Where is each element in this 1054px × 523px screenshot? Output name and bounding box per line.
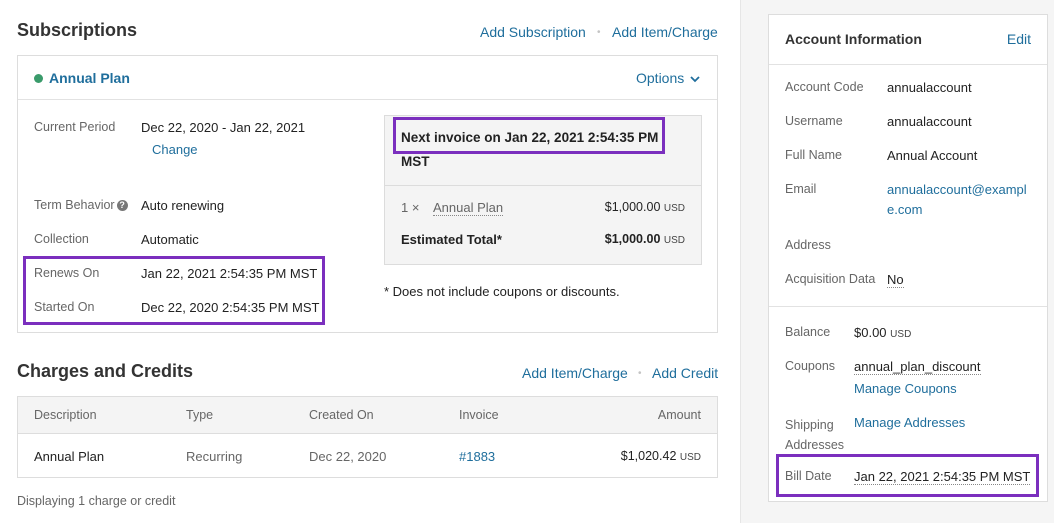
col-type: Type [186, 408, 214, 422]
add-item-charge-link[interactable]: Add Item/Charge [612, 24, 718, 40]
row-description: Annual Plan [34, 449, 105, 464]
bill-date-label: Bill Date [785, 469, 832, 483]
invoice-item-amount: $1,000.00 USD [605, 200, 685, 214]
invoice-item-name: Annual Plan [433, 200, 504, 216]
highlight-next-invoice [393, 117, 665, 154]
card-divider [769, 64, 1047, 65]
chevron-down-icon [690, 76, 700, 83]
separator-dot: • [597, 27, 601, 38]
row-amount: $1,020.42 USD [621, 449, 701, 463]
balance-label: Balance [785, 325, 831, 339]
current-period-value: Dec 22, 2020 - Jan 22, 2021 [141, 120, 306, 135]
charges-footer: Displaying 1 charge or credit [17, 494, 176, 508]
add-subscription-link[interactable]: Add Subscription [480, 24, 586, 40]
account-info-title: Account Information [785, 31, 922, 47]
estimated-total-label: Estimated Total* [401, 232, 502, 247]
help-icon[interactable]: ? [116, 200, 128, 211]
charges-add-item-link[interactable]: Add Item/Charge [522, 365, 628, 381]
coupon-code[interactable]: annual_plan_discount [854, 359, 981, 375]
account-code-label: Account Code [785, 80, 864, 94]
coupons-label: Coupons [785, 359, 836, 373]
options-dropdown[interactable]: Options [636, 70, 700, 86]
table-row: Annual Plan Recurring Dec 22, 2020 #1883… [18, 434, 717, 477]
username-value: annualaccount [887, 114, 972, 129]
started-on-value: Dec 22, 2020 2:54:35 PM MST [141, 300, 320, 315]
full-name-value: Annual Account [887, 148, 978, 163]
acquisition-value[interactable]: No [887, 272, 904, 288]
account-info-card: Account Information Edit Account Code an… [768, 14, 1048, 502]
term-behavior-value: Auto renewing [141, 198, 225, 213]
row-invoice-link[interactable]: #1883 [459, 449, 496, 464]
highlight-bill-date [776, 454, 1039, 497]
row-amount-value: $1,020.42 [620, 449, 677, 463]
bill-date-value: Jan 22, 2021 2:54:35 PM MST [854, 469, 1031, 485]
manage-coupons-link[interactable]: Manage Coupons [854, 381, 957, 396]
main-content: Subscriptions Add Subscription • Add Ite… [17, 20, 719, 508]
card-divider [18, 99, 717, 100]
next-invoice-heading: Next invoice on Jan 22, 2021 2:54:35 PM [401, 130, 659, 145]
row-type: Recurring [186, 449, 243, 464]
balance-currency: USD [890, 329, 912, 340]
shipping-label-line-1: Shipping [785, 418, 834, 432]
email-line-2: e.com [887, 202, 923, 217]
col-description: Description [34, 408, 97, 422]
balance-amount: $0.00 [854, 325, 887, 340]
col-amount: Amount [657, 408, 701, 422]
manage-addresses-link[interactable]: Manage Addresses [854, 415, 966, 430]
card-divider [769, 306, 1047, 307]
account-code-value: annualaccount [887, 80, 972, 95]
col-invoice: Invoice [459, 408, 499, 422]
collection-label: Collection [34, 232, 89, 246]
add-credit-link[interactable]: Add Credit [652, 365, 719, 381]
invoice-divider [385, 185, 701, 186]
row-amount-currency: USD [679, 452, 701, 463]
username-label: Username [785, 114, 843, 128]
change-period-link[interactable]: Change [152, 142, 198, 157]
shipping-label-line-2: Addresses [785, 438, 845, 452]
edit-account-link[interactable]: Edit [1006, 31, 1031, 47]
estimated-total-currency: USD [663, 235, 685, 246]
term-behavior-label: Term Behavior? [34, 198, 128, 212]
options-label: Options [636, 70, 685, 86]
charges-table: Description Type Created On Invoice Amou… [17, 396, 718, 478]
row-created-on: Dec 22, 2020 [309, 449, 387, 464]
invoice-item-currency: USD [663, 203, 685, 214]
invoice-item-amount-value: $1,000.00 [604, 200, 661, 214]
estimated-total-amount: $1,000.00 USD [605, 232, 685, 246]
address-label: Address [785, 238, 831, 252]
collection-value: Automatic [141, 232, 199, 247]
highlight-renewal-dates [23, 256, 325, 325]
invoice-qty: 1 × [401, 200, 420, 215]
sidebar: Account Information Edit Account Code an… [740, 0, 1054, 523]
plan-name-link[interactable]: Annual Plan [49, 70, 130, 86]
email-label: Email [785, 182, 817, 196]
email-line-1: annualaccount@exampl [887, 182, 1027, 197]
active-status-dot [34, 74, 43, 83]
acquisition-label: Acquisition Data [785, 272, 876, 286]
renews-on-value: Jan 22, 2021 2:54:35 PM MST [141, 266, 318, 281]
estimated-total-value: $1,000.00 [604, 232, 661, 246]
shipping-addresses-label: Shipping Addresses [785, 415, 844, 455]
separator-dot: • [638, 368, 642, 379]
email-link[interactable]: annualaccount@exampl e.com [887, 182, 1027, 217]
started-on-label: Started On [34, 300, 95, 314]
table-header: Description Type Created On Invoice Amou… [18, 397, 717, 434]
col-created-on: Created On [309, 408, 374, 422]
next-invoice-heading-tz: MST [401, 154, 430, 169]
term-behavior-text: Term Behavior [34, 198, 115, 212]
full-name-label: Full Name [785, 148, 842, 162]
balance-value: $0.00 USD [854, 325, 911, 340]
next-invoice-box: Next invoice on Jan 22, 2021 2:54:35 PM … [384, 115, 702, 265]
subscriptions-title: Subscriptions [17, 20, 138, 40]
current-period-label: Current Period [34, 120, 116, 134]
subscription-card: Annual Plan Options Current Period Dec 2… [17, 55, 718, 333]
charges-title: Charges and Credits [17, 361, 194, 381]
renews-on-label: Renews On [34, 266, 100, 280]
invoice-footnote: * Does not include coupons or discounts. [384, 284, 620, 299]
